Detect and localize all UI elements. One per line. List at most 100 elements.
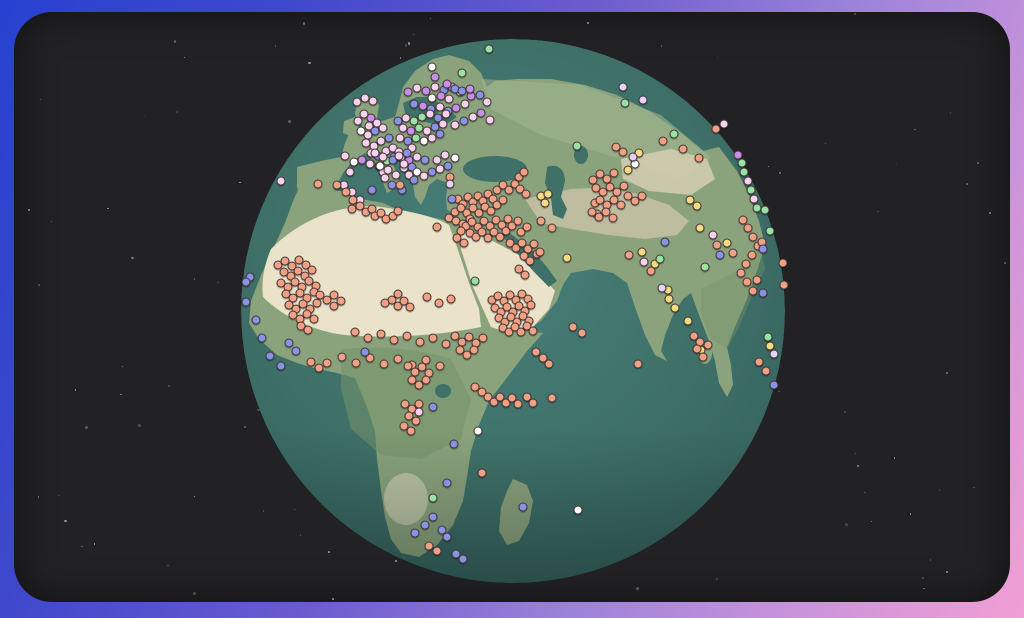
map-marker[interactable] xyxy=(535,247,545,257)
map-marker[interactable] xyxy=(422,126,432,136)
map-marker[interactable] xyxy=(470,276,480,286)
map-marker[interactable] xyxy=(778,258,788,268)
map-marker[interactable] xyxy=(314,363,324,373)
map-marker[interactable] xyxy=(341,187,351,197)
map-marker[interactable] xyxy=(739,167,749,177)
map-marker[interactable] xyxy=(435,129,445,139)
map-marker[interactable] xyxy=(312,298,322,308)
map-marker[interactable] xyxy=(489,227,499,237)
map-marker[interactable] xyxy=(336,296,346,306)
map-marker[interactable] xyxy=(504,185,514,195)
map-marker[interactable] xyxy=(737,158,747,168)
map-marker[interactable] xyxy=(462,350,472,360)
map-marker[interactable] xyxy=(419,171,429,181)
map-marker[interactable] xyxy=(491,215,501,225)
map-marker[interactable] xyxy=(742,277,752,287)
map-marker[interactable] xyxy=(304,276,314,286)
map-marker[interactable] xyxy=(685,195,695,205)
map-marker[interactable] xyxy=(393,206,403,216)
map-marker[interactable] xyxy=(458,554,468,564)
map-marker[interactable] xyxy=(412,83,422,93)
map-marker[interactable] xyxy=(363,333,373,343)
map-marker[interactable] xyxy=(623,165,633,175)
map-marker[interactable] xyxy=(620,98,630,108)
map-marker[interactable] xyxy=(608,213,618,223)
map-marker[interactable] xyxy=(637,247,647,257)
map-marker[interactable] xyxy=(251,315,261,325)
map-marker[interactable] xyxy=(526,300,536,310)
map-marker[interactable] xyxy=(507,393,517,403)
map-marker[interactable] xyxy=(441,109,451,119)
map-marker[interactable] xyxy=(528,398,538,408)
map-marker[interactable] xyxy=(290,277,300,287)
map-marker[interactable] xyxy=(469,345,479,355)
map-marker[interactable] xyxy=(595,169,605,179)
map-marker[interactable] xyxy=(479,216,489,226)
map-marker[interactable] xyxy=(692,201,702,211)
map-marker[interactable] xyxy=(540,198,550,208)
map-marker[interactable] xyxy=(452,233,462,243)
map-marker[interactable] xyxy=(399,296,409,306)
map-marker[interactable] xyxy=(577,328,587,338)
map-marker[interactable] xyxy=(441,339,451,349)
map-marker[interactable] xyxy=(337,352,347,362)
map-marker[interactable] xyxy=(404,411,414,421)
map-marker[interactable] xyxy=(505,238,515,248)
map-marker[interactable] xyxy=(760,205,770,215)
map-marker[interactable] xyxy=(513,399,523,409)
map-marker[interactable] xyxy=(618,147,628,157)
map-marker[interactable] xyxy=(280,256,290,266)
map-marker[interactable] xyxy=(340,151,350,161)
map-marker[interactable] xyxy=(437,525,447,535)
map-marker[interactable] xyxy=(414,407,424,417)
map-marker[interactable] xyxy=(477,468,487,478)
map-marker[interactable] xyxy=(403,87,413,97)
map-marker[interactable] xyxy=(501,398,511,408)
map-marker[interactable] xyxy=(544,359,554,369)
map-marker[interactable] xyxy=(520,270,530,280)
map-marker[interactable] xyxy=(380,173,390,183)
map-marker[interactable] xyxy=(470,382,480,392)
map-marker[interactable] xyxy=(637,191,647,201)
map-marker[interactable] xyxy=(749,194,759,204)
map-marker[interactable] xyxy=(486,206,496,216)
map-marker[interactable] xyxy=(400,399,410,409)
map-marker[interactable] xyxy=(670,303,680,313)
map-marker[interactable] xyxy=(345,167,355,177)
map-marker[interactable] xyxy=(543,189,553,199)
map-marker[interactable] xyxy=(378,123,388,133)
map-marker[interactable] xyxy=(432,546,442,556)
map-marker[interactable] xyxy=(474,208,484,218)
map-marker[interactable] xyxy=(409,175,419,185)
map-marker[interactable] xyxy=(393,301,403,311)
map-marker[interactable] xyxy=(393,289,403,299)
map-marker[interactable] xyxy=(475,90,485,100)
map-marker[interactable] xyxy=(477,387,487,397)
map-marker[interactable] xyxy=(421,86,431,96)
map-marker[interactable] xyxy=(498,195,508,205)
map-marker[interactable] xyxy=(307,265,317,275)
map-marker[interactable] xyxy=(483,233,493,243)
map-marker[interactable] xyxy=(424,541,434,551)
map-marker[interactable] xyxy=(351,358,361,368)
map-marker[interactable] xyxy=(329,290,339,300)
map-marker[interactable] xyxy=(443,161,453,171)
map-marker[interactable] xyxy=(655,254,665,264)
map-marker[interactable] xyxy=(513,216,523,226)
map-marker[interactable] xyxy=(306,357,316,367)
map-marker[interactable] xyxy=(402,331,412,341)
map-marker[interactable] xyxy=(515,184,525,194)
map-marker[interactable] xyxy=(638,95,648,105)
map-marker[interactable] xyxy=(694,153,704,163)
map-marker[interactable] xyxy=(460,99,470,109)
map-marker[interactable] xyxy=(547,393,557,403)
map-marker[interactable] xyxy=(430,72,440,82)
map-marker[interactable] xyxy=(471,232,481,242)
map-marker[interactable] xyxy=(765,226,775,236)
map-marker[interactable] xyxy=(276,176,286,186)
map-marker[interactable] xyxy=(609,195,619,205)
map-marker[interactable] xyxy=(451,103,461,113)
map-marker[interactable] xyxy=(348,195,358,205)
map-marker[interactable] xyxy=(477,227,487,237)
map-marker[interactable] xyxy=(518,311,528,321)
